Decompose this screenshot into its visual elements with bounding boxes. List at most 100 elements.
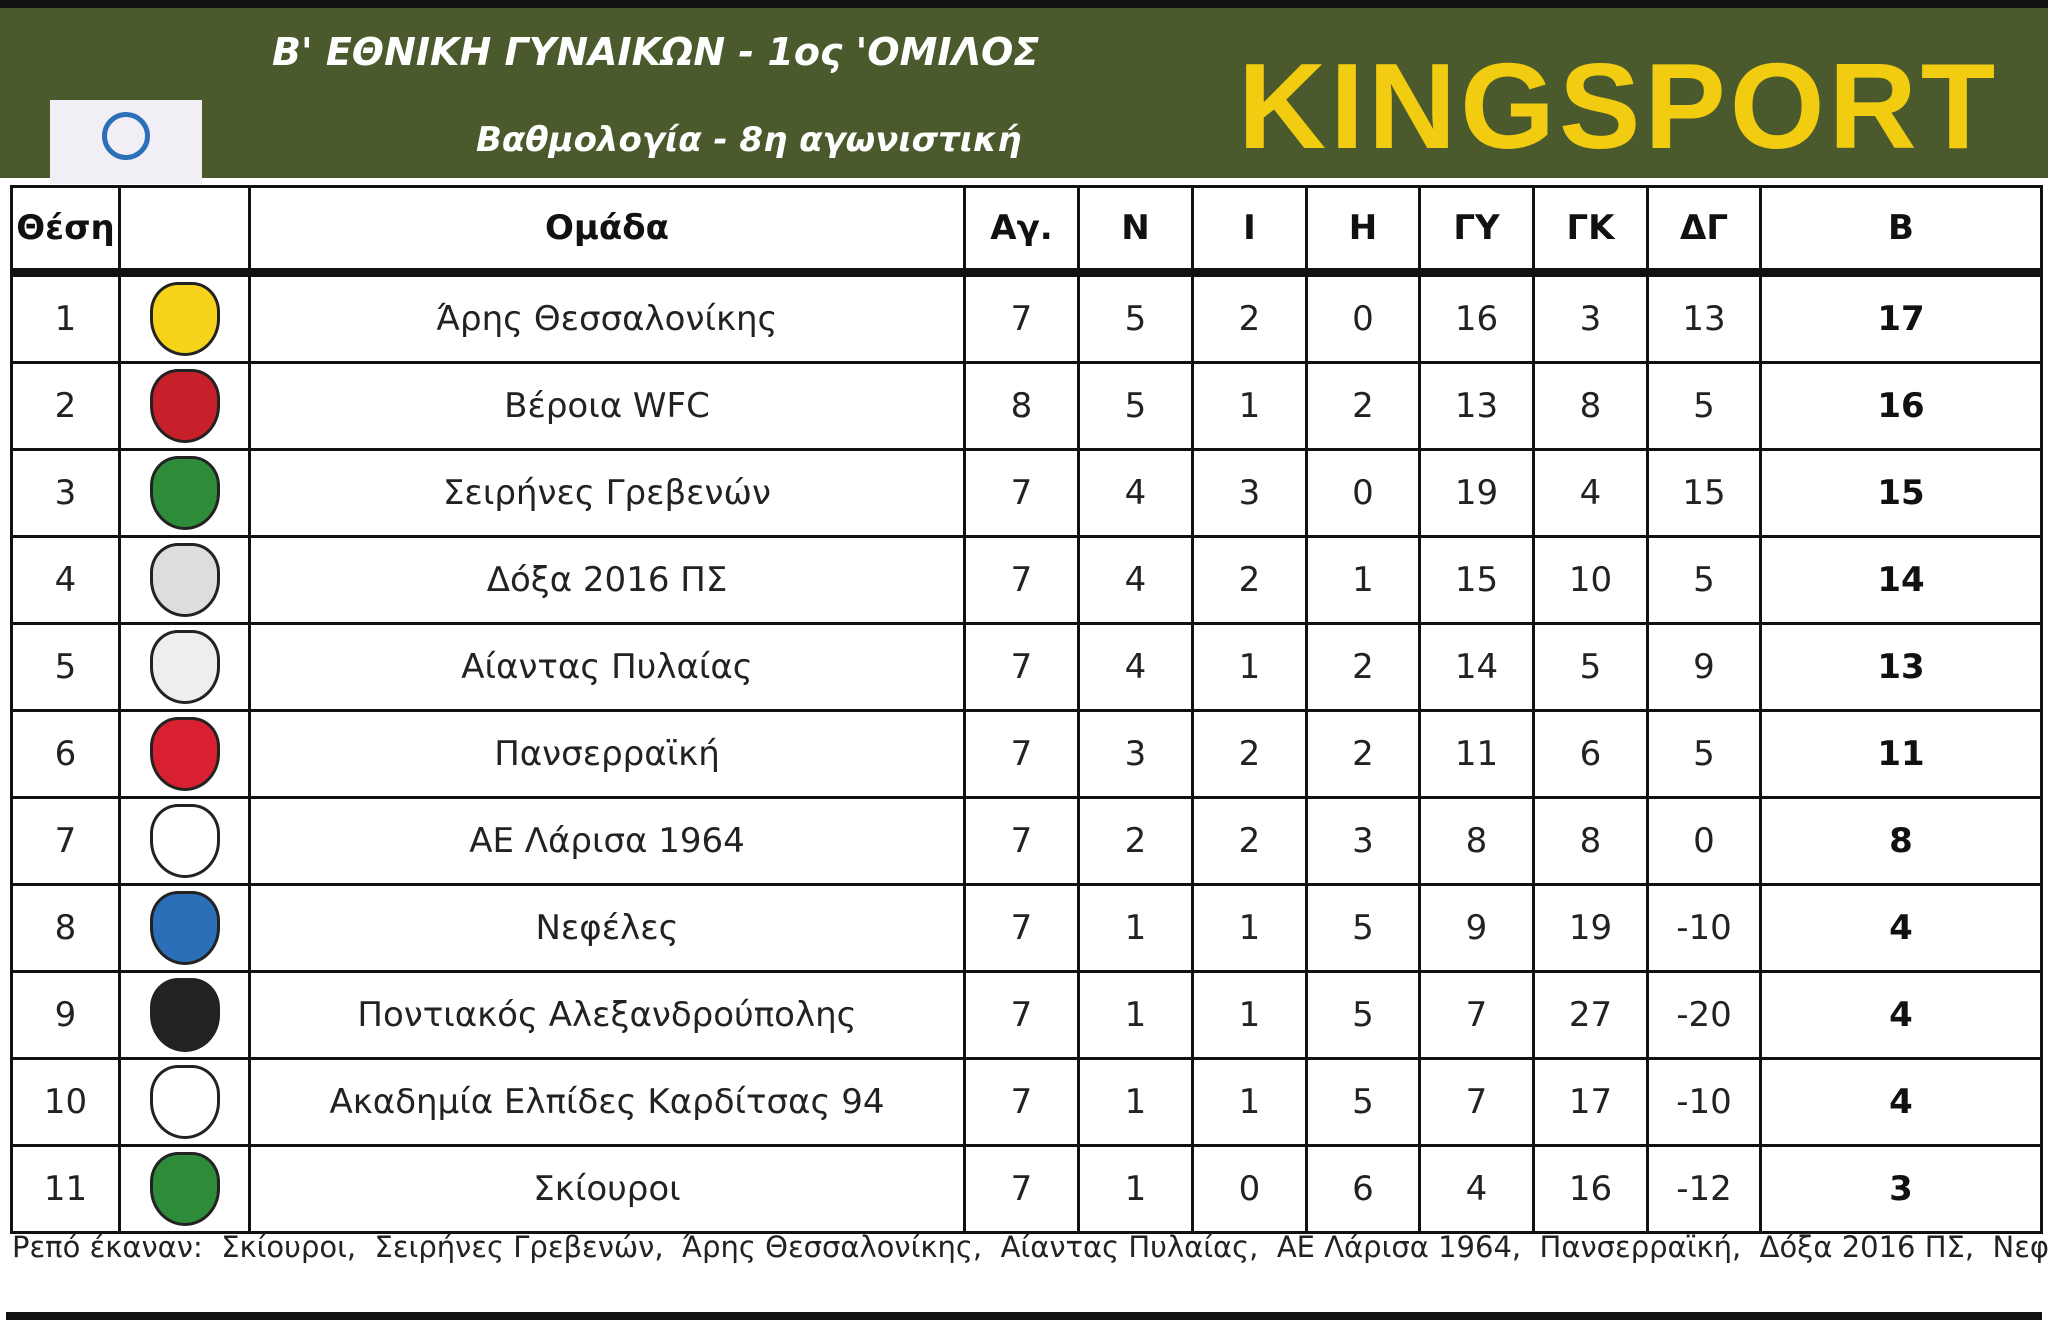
team-row: 11 Σκίουροι 7 1 0 6 4 16 -12 3	[10, 1144, 2043, 1234]
stat-cell: -10	[1646, 883, 1762, 973]
crest-cell	[118, 1144, 251, 1234]
stat-cell: 1	[10, 271, 121, 364]
stat-cell: 7	[963, 796, 1080, 886]
stat-cell: 13	[1418, 361, 1535, 451]
stat-cell: 5	[1077, 271, 1194, 364]
crest-cell	[118, 448, 251, 538]
stat-cell: 8	[1759, 796, 2043, 886]
stat-cell: 11	[1759, 709, 2043, 799]
logo-column-header	[118, 185, 251, 274]
stat-cell: 2	[1305, 622, 1421, 712]
stat-cell: 1	[1077, 1144, 1194, 1234]
stat-cell: 0	[1646, 796, 1762, 886]
column-header: Θέση	[10, 185, 121, 274]
crest-cell	[118, 709, 251, 799]
team-name: Αίαντας Πυλαίας	[248, 622, 966, 712]
stat-cell: 4	[10, 535, 121, 625]
crest-cell	[118, 361, 251, 451]
stat-cell: 5	[1305, 1057, 1421, 1147]
stat-cell: 5	[1646, 709, 1762, 799]
stat-cell: 0	[1305, 271, 1421, 364]
team-name: Άρης Θεσσαλονίκης	[248, 271, 966, 364]
stat-cell: 3	[1532, 271, 1649, 364]
stat-cell: -20	[1646, 970, 1762, 1060]
team-crest	[149, 543, 220, 617]
stat-cell: 9	[10, 970, 121, 1060]
crest-cell	[118, 535, 251, 625]
stat-cell: 1	[1077, 1057, 1194, 1147]
stat-cell: 8	[10, 883, 121, 973]
team-name: Σειρήνες Γρεβενών	[248, 448, 966, 538]
stat-cell: -12	[1646, 1144, 1762, 1234]
stat-cell: 4	[1077, 448, 1194, 538]
team-crest	[149, 456, 220, 530]
stat-cell: 7	[1418, 1057, 1535, 1147]
stat-cell: 1	[1191, 970, 1308, 1060]
stat-cell: 7	[963, 271, 1080, 364]
stat-cell: 2	[1191, 796, 1308, 886]
table-body: 1 Άρης Θεσσαλονίκης 7 5 2 0 16 3 13 17 2 Βέροια WFC…	[10, 271, 2043, 1234]
header: Β' ΕΘΝΙΚΗ ΓΥΝΑΙΚΩΝ - 1ος 'ΟΜΙΛΟΣ Βαθμολο…	[0, 0, 2048, 184]
stat-cell: 2	[1077, 796, 1194, 886]
stat-cell: 16	[1759, 361, 2043, 451]
stat-cell: 5	[1646, 535, 1762, 625]
stat-cell: 4	[1077, 622, 1194, 712]
stat-cell: 11	[10, 1144, 121, 1234]
stat-cell: 4	[1759, 883, 2043, 973]
team-crest	[149, 369, 220, 443]
stat-cell: 0	[1305, 448, 1421, 538]
stat-cell: -10	[1646, 1057, 1762, 1147]
stat-cell: 1	[1077, 883, 1194, 973]
team-name: Βέροια WFC	[248, 361, 966, 451]
crest-cell	[118, 796, 251, 886]
stat-cell: 7	[963, 1144, 1080, 1234]
stat-cell: 3	[1077, 709, 1194, 799]
stat-cell: 7	[963, 883, 1080, 973]
stat-cell: 3	[10, 448, 121, 538]
stat-cell: 7	[963, 709, 1080, 799]
column-header: ΓΥ	[1418, 185, 1535, 274]
team-name: ΑΕ Λάρισα 1964	[248, 796, 966, 886]
crest-cell	[118, 271, 251, 364]
league-logo	[50, 100, 202, 184]
stat-cell: 3	[1759, 1144, 2043, 1234]
team-name: Ποντιακός Αλεξανδρούπολης	[248, 970, 966, 1060]
team-crest	[149, 630, 220, 704]
stat-cell: 6	[1305, 1144, 1421, 1234]
team-row: 1 Άρης Θεσσαλονίκης 7 5 2 0 16 3 13 17	[10, 271, 2043, 364]
stat-cell: 4	[1532, 448, 1649, 538]
stat-cell: 5	[1532, 622, 1649, 712]
team-row: 9 Ποντιακός Αλεξανδρούπολης 7 1 1 5 7 27 -20 4	[10, 970, 2043, 1060]
stat-cell: 0	[1191, 1144, 1308, 1234]
team-crest	[149, 282, 220, 356]
team-name: Σκίουροι	[248, 1144, 966, 1234]
stat-cell: 15	[1418, 535, 1535, 625]
stat-cell: 1	[1191, 361, 1308, 451]
team-name: Νεφέλες	[248, 883, 966, 973]
stat-cell: 5	[1305, 883, 1421, 973]
team-name: Πανσερραϊκή	[248, 709, 966, 799]
column-header: Β	[1759, 185, 2043, 274]
stat-cell: 2	[1305, 361, 1421, 451]
stat-cell: 7	[1418, 970, 1535, 1060]
stat-cell: 7	[963, 448, 1080, 538]
team-row: 5 Αίαντας Πυλαίας 7 4 1 2 14 5 9 13	[10, 622, 2043, 712]
column-header: Ν	[1077, 185, 1194, 274]
column-header: Ομάδα	[248, 185, 966, 274]
stat-cell: 13	[1759, 622, 2043, 712]
footer-note: Ρεπό έκαναν: Σκίουροι, Σειρήνες Γρεβενών…	[12, 1230, 2048, 1264]
team-row: 4 Δόξα 2016 ΠΣ 7 4 2 1 15 10 5 14	[10, 535, 2043, 625]
team-row: 3 Σειρήνες Γρεβενών 7 4 3 0 19 4 15 15	[10, 448, 2043, 538]
crest-cell	[118, 883, 251, 973]
stat-cell: 7	[10, 796, 121, 886]
stat-cell: 13	[1646, 271, 1762, 364]
stat-cell: 27	[1532, 970, 1649, 1060]
stat-cell: 4	[1418, 1144, 1535, 1234]
column-header: ΔΓ	[1646, 185, 1762, 274]
crest-cell	[118, 970, 251, 1060]
stat-cell: 5	[1077, 361, 1194, 451]
stat-cell: 17	[1532, 1057, 1649, 1147]
stat-cell: 19	[1418, 448, 1535, 538]
